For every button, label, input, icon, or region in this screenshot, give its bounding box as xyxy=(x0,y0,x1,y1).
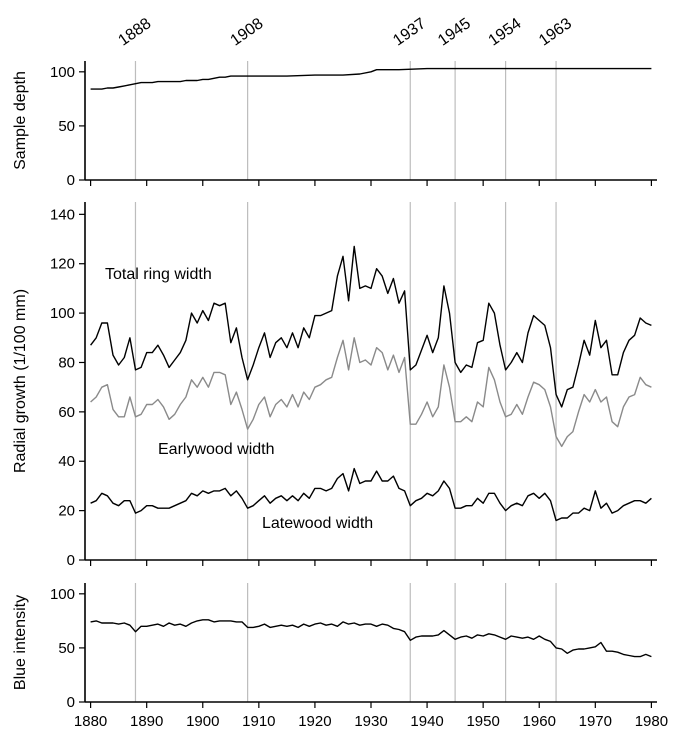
series-line-0-0 xyxy=(90,67,652,90)
series-line-1-1 xyxy=(90,337,652,448)
x-tick-label: 1960 xyxy=(523,713,556,730)
y-tick-label: 100 xyxy=(50,586,75,603)
x-tick-label: 1930 xyxy=(354,713,387,730)
x-tick-label: 1910 xyxy=(242,713,275,730)
y-tick-label: 100 xyxy=(50,64,75,81)
series-line-1-2 xyxy=(90,467,652,522)
x-tick-label: 1980 xyxy=(635,713,668,730)
event-year-label-1954: 1954 xyxy=(486,15,525,49)
panel-radial-growth: 0 20 40 60 80 100 120 140 Radial growth (1/100 m… xyxy=(12,202,657,569)
x-tick-label: 1920 xyxy=(298,713,331,730)
x-tick-label: 1880 xyxy=(74,713,107,730)
y-tick-label: 140 xyxy=(50,206,75,223)
y-tick-label: 100 xyxy=(50,305,75,322)
y-tick-label: 80 xyxy=(58,354,75,371)
x-tick-label: 1940 xyxy=(410,713,443,730)
series-line-2-0 xyxy=(90,619,652,658)
y-tick-label: 120 xyxy=(50,256,75,273)
series-label-earlywood-width: Earlywood width xyxy=(158,441,275,458)
event-year-label-1937: 1937 xyxy=(390,15,429,49)
y-tick-label: 50 xyxy=(58,118,75,135)
event-year-label-1945: 1945 xyxy=(435,15,474,49)
series-label-total-ring-width: Total ring width xyxy=(105,266,212,283)
event-year-label-1888: 1888 xyxy=(115,15,154,49)
y-axis-title: Radial growth (1/100 mm) xyxy=(12,289,29,473)
y-tick-label: 0 xyxy=(67,552,75,569)
event-year-labels: 1888 1908 1937 1945 1954 1963 xyxy=(115,15,575,49)
x-tick-label: 1970 xyxy=(579,713,612,730)
x-tick-label: 1950 xyxy=(466,713,499,730)
series-line-1-0 xyxy=(90,245,652,408)
y-axis-title: Blue intensity xyxy=(12,595,29,690)
y-tick-label: 20 xyxy=(58,503,75,520)
event-year-label-1963: 1963 xyxy=(536,15,575,49)
event-year-label-1908: 1908 xyxy=(228,15,267,49)
y-tick-label: 60 xyxy=(58,404,75,421)
panel-sample-depth: 0 50 100 Sample depth xyxy=(12,61,657,189)
y-tick-label: 0 xyxy=(67,172,75,189)
x-tick-label: 1900 xyxy=(186,713,219,730)
y-tick-label: 40 xyxy=(58,453,75,470)
x-tick-label: 1890 xyxy=(130,713,163,730)
panel-blue-intensity: 0 50 100 1880 1890 1900 1910 1920 1930 1940 1950 19… xyxy=(12,583,668,730)
series-label-latewood-width: Latewood width xyxy=(262,515,373,532)
y-axis-title: Sample depth xyxy=(12,71,29,170)
y-tick-label: 0 xyxy=(67,694,75,711)
y-tick-label: 50 xyxy=(58,640,75,657)
